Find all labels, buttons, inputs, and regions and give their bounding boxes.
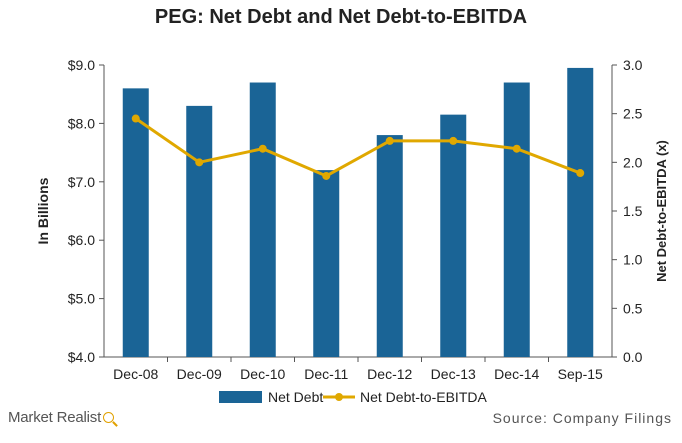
legend-label-net-debt-to-ebitda: Net Debt-to-EBITDA xyxy=(360,389,487,405)
bar-net-debt xyxy=(186,105,213,357)
x-tick-label: Dec-14 xyxy=(494,366,539,382)
left-tick-label: $4.0 xyxy=(68,349,95,365)
right-tick-label: 1.0 xyxy=(623,252,643,268)
line-net-debt-to-ebitda xyxy=(134,117,581,178)
point-net-debt-to-ebitda xyxy=(449,136,458,145)
left-tick-label: $5.0 xyxy=(68,291,95,307)
x-tick-label: Dec-09 xyxy=(177,366,222,382)
right-tick-label: 0.0 xyxy=(623,349,643,365)
legend-swatch-point xyxy=(335,393,343,401)
brand-logo: Market Realist xyxy=(8,409,115,426)
bar-net-debt xyxy=(440,114,467,357)
y-axis-title: In Billions xyxy=(35,177,51,244)
right-tick-label: 0.5 xyxy=(623,300,643,316)
left-tick-label: $8.0 xyxy=(68,115,95,131)
bar-net-debt xyxy=(376,135,403,357)
legend-swatch-net-debt xyxy=(219,391,262,403)
point-net-debt-to-ebitda xyxy=(258,144,267,153)
magnifier-icon xyxy=(103,412,115,423)
bar-net-debt xyxy=(249,82,276,358)
point-net-debt-to-ebitda xyxy=(322,171,331,180)
bar-net-debt xyxy=(313,170,340,357)
bar-net-debt xyxy=(122,88,149,358)
bar-net-debt xyxy=(503,82,530,358)
left-tick-label: $9.0 xyxy=(68,57,95,73)
point-net-debt-to-ebitda xyxy=(512,144,521,153)
right-tick-label: 1.5 xyxy=(623,203,643,219)
chart-title: PEG: Net Debt and Net Debt-to-EBITDA xyxy=(154,6,528,28)
brand-name: Market Realist xyxy=(8,409,102,426)
legend-label-net-debt: Net Debt xyxy=(268,389,323,405)
source-note: Source: Company Filings xyxy=(492,410,672,426)
point-net-debt-to-ebitda xyxy=(576,169,585,178)
x-tick-label: Dec-12 xyxy=(367,366,412,382)
bar-net-debt xyxy=(567,67,594,358)
left-tick-label: $6.0 xyxy=(68,232,95,248)
x-tick-label: Dec-08 xyxy=(113,366,158,382)
point-net-debt-to-ebitda xyxy=(195,158,204,167)
x-tick-label: Sep-15 xyxy=(558,366,603,382)
right-tick-label: 2.5 xyxy=(623,106,643,122)
y2-axis-title: Net Debt-to-EBITDA (x) xyxy=(654,140,669,282)
x-tick-label: Dec-13 xyxy=(431,366,476,382)
right-tick-label: 3.0 xyxy=(623,57,643,73)
right-tick-label: 2.0 xyxy=(623,154,643,170)
x-tick-label: Dec-11 xyxy=(304,366,348,382)
left-tick-label: $7.0 xyxy=(68,174,95,190)
point-net-debt-to-ebitda xyxy=(131,114,140,123)
x-tick-label: Dec-10 xyxy=(240,366,285,382)
point-net-debt-to-ebitda xyxy=(385,136,394,145)
